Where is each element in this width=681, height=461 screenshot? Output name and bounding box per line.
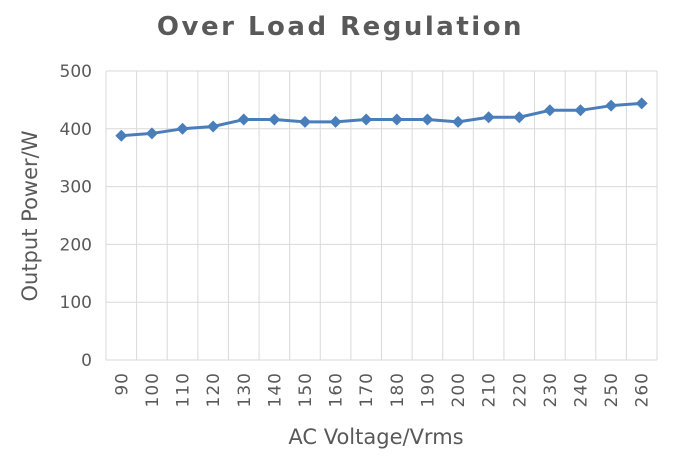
x-tick-labels: 90 100 110 120 130 140 150 160 170 180 190 200 210 22… [112, 372, 652, 407]
data-point-marker [237, 113, 250, 126]
x-tick-label: 230 [541, 372, 561, 407]
data-point-marker [390, 113, 403, 126]
x-tick-label: 170 [357, 372, 377, 407]
data-point-marker [543, 104, 556, 117]
x-tick-label: 140 [265, 372, 285, 407]
data-point-marker [298, 115, 311, 128]
y-axis-label: Output Power/W [18, 130, 42, 301]
data-point-marker [115, 129, 128, 142]
data-point-marker [360, 113, 373, 126]
x-tick-label: 200 [449, 372, 469, 407]
data-series [115, 97, 648, 142]
y-tick-label: 200 [60, 235, 92, 255]
x-tick-label: 260 [633, 372, 653, 407]
data-point-marker [176, 122, 189, 135]
x-tick-label: 100 [143, 372, 163, 407]
y-tick-label: 500 [60, 62, 92, 82]
data-point-marker [605, 99, 618, 112]
y-tick-label: 300 [60, 178, 92, 198]
y-tick-labels: 0 100 200 300 400 500 [60, 62, 92, 371]
y-tick-label: 0 [81, 351, 92, 371]
data-point-marker [635, 97, 648, 110]
data-point-marker [482, 111, 495, 124]
data-point-marker [145, 127, 158, 140]
data-point-marker [207, 120, 220, 133]
x-tick-label: 250 [602, 372, 622, 407]
x-tick-label: 210 [480, 372, 500, 407]
x-tick-label: 150 [296, 372, 316, 407]
grid-lines [105, 70, 658, 361]
y-tick-label: 100 [60, 293, 92, 313]
x-tick-label: 220 [510, 372, 530, 407]
y-tick-label: 400 [60, 120, 92, 140]
data-point-marker [574, 104, 587, 117]
x-tick-label: 120 [204, 372, 224, 407]
data-point-marker [452, 115, 465, 128]
data-point-marker [421, 113, 434, 126]
x-axis-label: AC Voltage/Vrms [288, 425, 463, 449]
data-point-marker [268, 113, 281, 126]
x-tick-label: 180 [388, 372, 408, 407]
x-tick-label: 90 [112, 372, 132, 396]
x-tick-label: 160 [327, 372, 347, 407]
x-tick-label: 240 [571, 372, 591, 407]
data-point-marker [329, 115, 342, 128]
x-tick-label: 130 [235, 372, 255, 407]
x-tick-label: 110 [174, 372, 194, 407]
x-tick-label: 190 [418, 372, 438, 407]
chart-title: Over Load Regulation [156, 12, 525, 42]
data-point-marker [513, 111, 526, 124]
